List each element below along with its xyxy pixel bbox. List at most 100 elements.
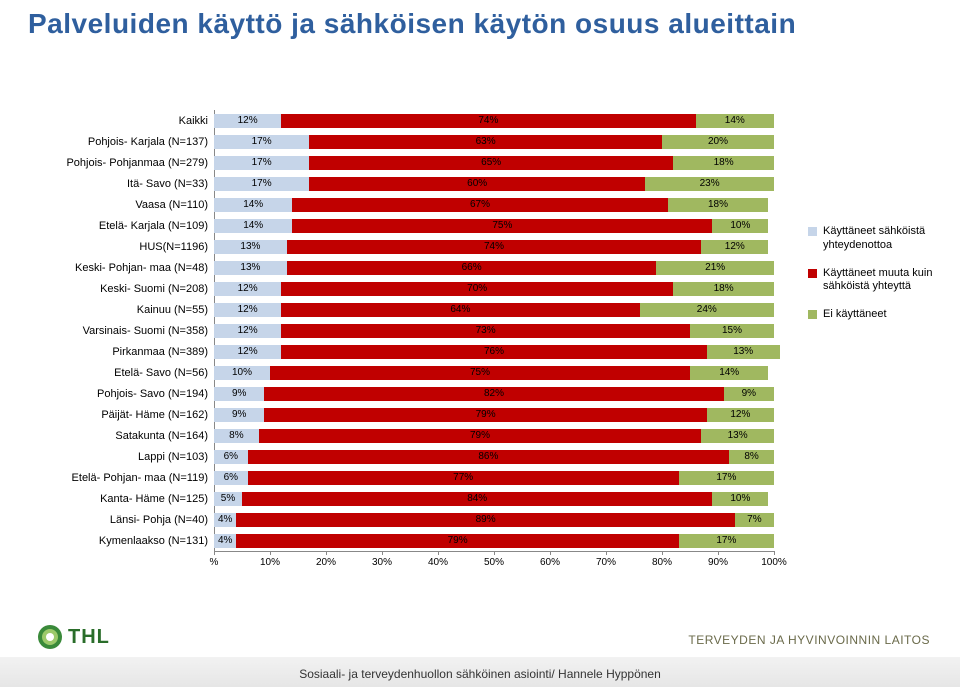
legend-swatch (808, 227, 817, 236)
bar-value-label: 14% (214, 219, 292, 233)
category-label: Varsinais- Suomi (N=358) (28, 325, 214, 337)
category-label: Kanta- Häme (N=125) (28, 493, 214, 505)
bar: 13%74%12% (214, 240, 798, 254)
bar-value-label: 65% (309, 156, 673, 170)
axis-tick (662, 551, 663, 555)
bar-value-label: 17% (679, 471, 774, 485)
axis-tick (774, 551, 775, 555)
legend-label: Käyttäneet sähköistä yhteydenottoa (823, 225, 948, 253)
footer-text: Sosiaali- ja terveydenhuollon sähköinen … (0, 667, 960, 681)
chart-title-text: Palveluiden käyttö ja sähköisen käytön o… (28, 8, 796, 39)
slide: { "title": { "text": "Palveluiden käyttö… (0, 0, 960, 687)
legend-label: Käyttäneet muuta kuin sähköistä yhteyttä (823, 267, 948, 295)
bar-value-label: 89% (236, 513, 734, 527)
bar: 13%66%21% (214, 261, 798, 275)
bar-value-label: 74% (281, 114, 695, 128)
category-label: Itä- Savo (N=33) (28, 178, 214, 190)
category-label: Keski- Suomi (N=208) (28, 283, 214, 295)
stacked-bar-chart: Kaikki12%74%14%Pohjois- Karjala (N=137)1… (28, 110, 798, 575)
bar-value-label: 9% (724, 387, 774, 401)
bar-value-label: 9% (214, 408, 264, 422)
bar-value-label: 12% (214, 345, 281, 359)
org-name: TERVEYDEN JA HYVINVOINNIN LAITOS (688, 633, 930, 647)
category-label: Lappi (N=103) (28, 451, 214, 463)
axis-tick-label: 90% (708, 557, 728, 568)
legend-item: Ei käyttäneet (808, 308, 948, 322)
bar-value-label: 12% (214, 324, 281, 338)
bar: 9%79%12% (214, 408, 798, 422)
axis-tick-label: 30% (372, 557, 392, 568)
bar-value-label: 8% (214, 429, 259, 443)
bar: 12%64%24% (214, 303, 798, 317)
axis-tick-label: 10% (260, 557, 280, 568)
category-label: Päijät- Häme (N=162) (28, 409, 214, 421)
bar-value-label: 17% (679, 534, 774, 548)
bar: 6%86%8% (214, 450, 798, 464)
category-label: Etelä- Savo (N=56) (28, 367, 214, 379)
bar: 14%75%10% (214, 219, 798, 233)
category-label: Kymenlaakso (N=131) (28, 535, 214, 547)
category-label: Länsi- Pohja (N=40) (28, 514, 214, 526)
axis-tick-label: 70% (596, 557, 616, 568)
bar-value-label: 10% (712, 219, 768, 233)
axis-tick (718, 551, 719, 555)
x-axis: %10%20%30%40%50%60%70%80%90%100% (214, 551, 774, 575)
bar-value-label: 79% (236, 534, 678, 548)
bar-value-label: 66% (287, 261, 657, 275)
thl-logo-icon (36, 623, 64, 651)
bar: 8%79%13% (214, 429, 798, 443)
bar-value-label: 9% (214, 387, 264, 401)
bar-value-label: 74% (287, 240, 701, 254)
axis-tick-label: 50% (484, 557, 504, 568)
bar-value-label: 12% (707, 408, 774, 422)
category-label: Etelä- Pohjan- maa (N=119) (28, 472, 214, 484)
axis-tick-label: 40% (428, 557, 448, 568)
bar-value-label: 4% (214, 534, 236, 548)
bar: 14%67%18% (214, 198, 798, 212)
legend-item: Käyttäneet sähköistä yhteydenottoa (808, 225, 948, 253)
category-label: Satakunta (N=164) (28, 430, 214, 442)
axis-tick-label: % (210, 557, 219, 568)
bar: 17%60%23% (214, 177, 798, 191)
category-label: Pohjois- Pohjanmaa (N=279) (28, 157, 214, 169)
axis-tick (494, 551, 495, 555)
bar-value-label: 18% (673, 282, 774, 296)
chart-title: Palveluiden käyttö ja sähköisen käytön o… (28, 6, 940, 41)
bar: 6%77%17% (214, 471, 798, 485)
category-label: HUS(N=1196) (28, 241, 214, 253)
axis-tick-label: 100% (761, 557, 787, 568)
bar-value-label: 75% (292, 219, 712, 233)
bar-value-label: 8% (729, 450, 774, 464)
bar-value-label: 14% (690, 366, 768, 380)
axis-tick-label: 60% (540, 557, 560, 568)
bar-value-label: 13% (707, 345, 780, 359)
bar-value-label: 24% (640, 303, 774, 317)
bar-value-label: 60% (309, 177, 645, 191)
bar-value-label: 75% (270, 366, 690, 380)
category-label: Pohjois- Savo (N=194) (28, 388, 214, 400)
bar-value-label: 6% (214, 471, 248, 485)
bar-value-label: 7% (735, 513, 774, 527)
bar-value-label: 86% (248, 450, 730, 464)
bar-value-label: 17% (214, 156, 309, 170)
bar-value-label: 10% (712, 492, 768, 506)
bar: 12%76%13% (214, 345, 798, 359)
bar-value-label: 15% (690, 324, 774, 338)
axis-tick (550, 551, 551, 555)
bar: 12%70%18% (214, 282, 798, 296)
bar-value-label: 73% (281, 324, 690, 338)
category-label: Etelä- Karjala (N=109) (28, 220, 214, 232)
category-label: Kainuu (N=55) (28, 304, 214, 316)
bar-value-label: 13% (701, 429, 774, 443)
axis-tick (270, 551, 271, 555)
bar: 9%82%9% (214, 387, 798, 401)
footer: THL TERVEYDEN JA HYVINVOINNIN LAITOS Sos… (0, 641, 960, 687)
bar-value-label: 63% (309, 135, 662, 149)
category-label: Vaasa (N=110) (28, 199, 214, 211)
bar-value-label: 79% (259, 429, 701, 443)
bar: 4%89%7% (214, 513, 798, 527)
bar-value-label: 6% (214, 450, 248, 464)
axis-tick (438, 551, 439, 555)
bar: 17%65%18% (214, 156, 798, 170)
category-label: Keski- Pohjan- maa (N=48) (28, 262, 214, 274)
